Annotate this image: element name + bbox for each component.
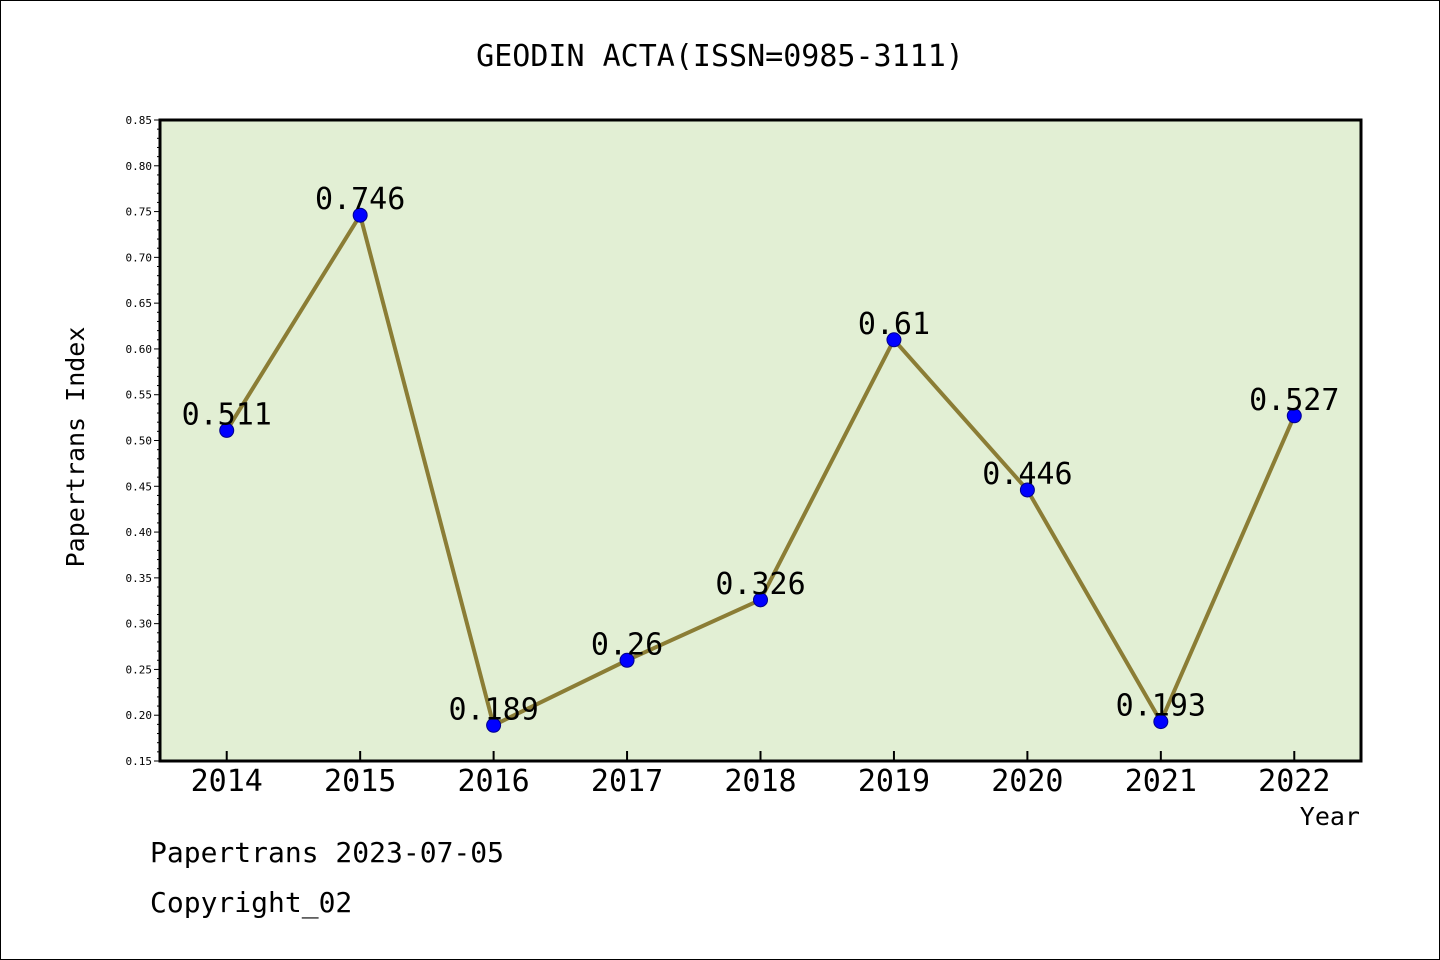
- series-points-group: [219, 207, 1302, 733]
- x-tick-label: 2015: [324, 764, 396, 799]
- y-tick-label: 0.60: [126, 343, 153, 356]
- y-tick-label: 0.15: [126, 755, 153, 768]
- x-tick-label: 2016: [457, 764, 529, 799]
- data-point: [1286, 408, 1302, 424]
- data-label: 0.527: [1249, 383, 1339, 418]
- data-point: [753, 592, 768, 608]
- data-label: 0.326: [715, 567, 805, 602]
- data-label: 0.189: [448, 692, 538, 727]
- data-label: 0.446: [982, 457, 1072, 492]
- data-label: 0.746: [315, 182, 405, 217]
- data-label: 0.193: [1116, 689, 1206, 724]
- footer-date: Papertrans 2023-07-05: [150, 836, 505, 869]
- data-label: 0.26: [591, 627, 663, 662]
- y-tick-label: 0.65: [126, 297, 153, 310]
- plot-area: [158, 118, 1363, 763]
- y-tick-label: 0.25: [126, 663, 153, 676]
- x-axis: 2014 2015 2016 2017 2018 2019 2020 2021 2022: [191, 751, 1330, 799]
- y-tick-label: 0.45: [126, 480, 153, 493]
- y-axis: 0.15 0.20 0.25 0.30 0.35 0.40 0.45 0.50 0.55 0.60…: [126, 114, 160, 768]
- y-tick-label: 0.20: [126, 709, 153, 722]
- y-tick-label: 0.40: [126, 526, 153, 539]
- y-tick-label: 0.35: [126, 572, 153, 585]
- y-tick-label: 0.70: [126, 251, 153, 264]
- y-tick-label: 0.50: [126, 435, 153, 448]
- data-point: [886, 332, 902, 348]
- x-axis-label: Year: [1300, 802, 1360, 831]
- data-label: 0.61: [858, 307, 930, 342]
- y-tick-label: 0.80: [126, 160, 153, 173]
- x-tick-label: 2021: [1125, 764, 1197, 799]
- x-tick-label: 2022: [1258, 764, 1330, 799]
- data-point: [619, 652, 635, 668]
- x-tick-label: 2014: [191, 764, 263, 799]
- data-point: [1019, 482, 1035, 498]
- data-label: 0.511: [182, 397, 272, 432]
- data-point: [1153, 714, 1169, 730]
- data-point: [486, 717, 502, 733]
- chart-title: GEODIN ACTA(ISSN=0985-3111): [476, 39, 964, 74]
- y-tick-label: 0.75: [126, 206, 153, 219]
- data-labels-group: 0.511 0.746 0.189 0.26 0.326 0.61 0.446 0.193 0.…: [182, 182, 1340, 727]
- x-tick-label: 2017: [591, 764, 663, 799]
- y-axis-label: Papertrans Index: [61, 327, 90, 568]
- y-tick-label: 0.30: [126, 618, 153, 631]
- x-tick-label: 2018: [724, 764, 796, 799]
- data-point: [352, 207, 368, 223]
- x-tick-label: 2019: [858, 764, 930, 799]
- x-tick-label: 2020: [991, 764, 1063, 799]
- y-tick-label: 0.55: [126, 389, 153, 402]
- footer-copyright: Copyright_02: [150, 886, 353, 919]
- y-tick-label: 0.85: [126, 114, 153, 127]
- data-point: [219, 422, 235, 438]
